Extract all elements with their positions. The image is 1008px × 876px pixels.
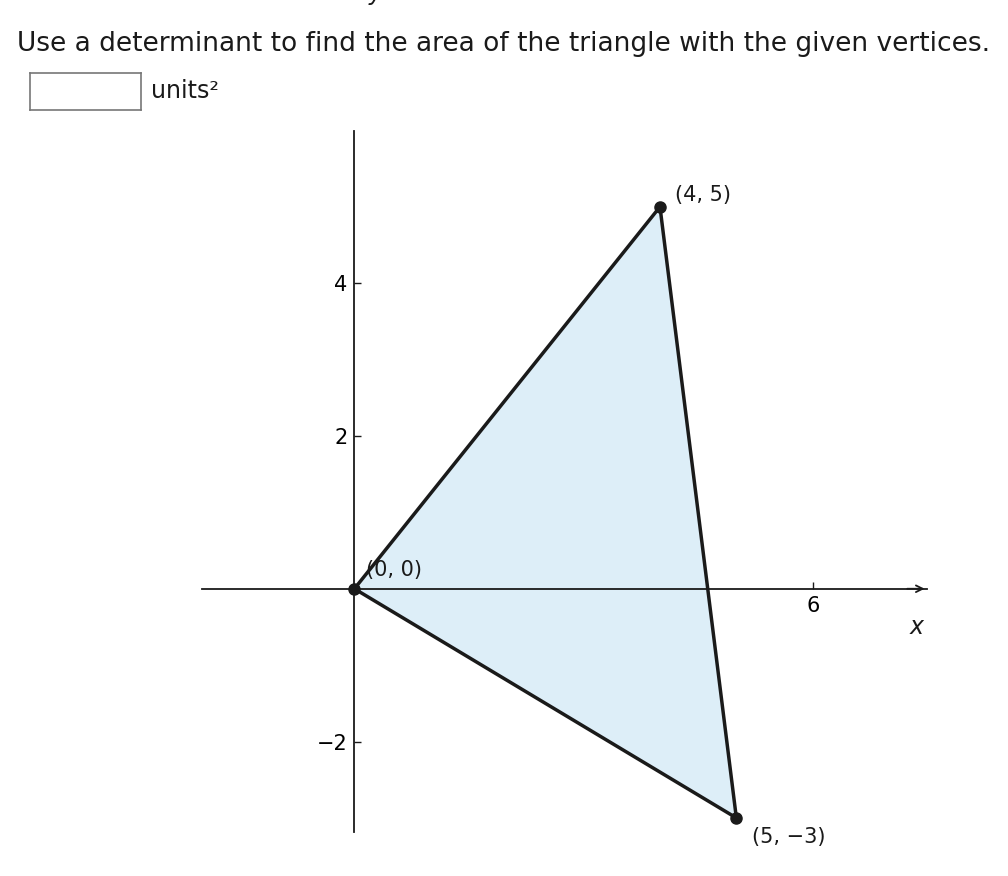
Text: x: x	[909, 616, 923, 639]
Text: y: y	[368, 0, 382, 5]
Text: (5, −3): (5, −3)	[752, 827, 826, 847]
Text: (4, 5): (4, 5)	[675, 186, 731, 205]
Text: units²: units²	[151, 79, 219, 103]
Polygon shape	[355, 207, 737, 818]
Text: Use a determinant to find the area of the triangle with the given vertices.: Use a determinant to find the area of th…	[17, 31, 991, 57]
Text: (0, 0): (0, 0)	[366, 560, 422, 580]
